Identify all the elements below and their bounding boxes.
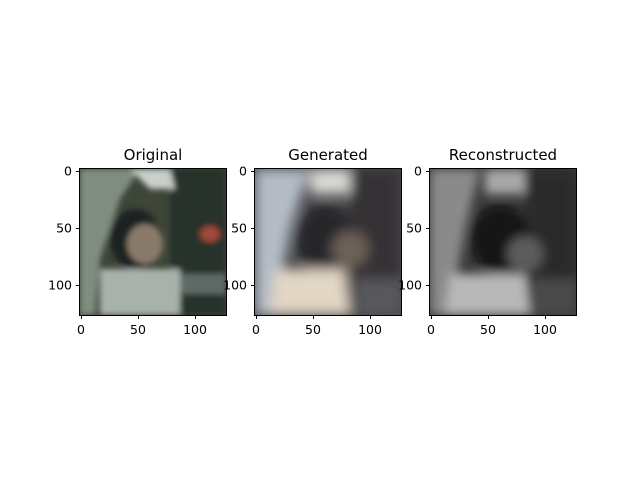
x-tick-label: 0 [252,322,260,337]
panel-title: Reconstructed [448,146,558,164]
x-tick [370,315,371,319]
panel-title: Generated [288,146,368,164]
x-tick [195,315,196,319]
x-tick-label: 100 [183,322,207,337]
y-tick-label: 100 [48,277,72,293]
generated-image [254,168,402,316]
y-tick [76,285,80,286]
y-tick-label: 100 [223,277,247,293]
original-image [79,168,227,316]
y-tick-label: 0 [64,163,72,179]
x-tick-label: 0 [77,322,85,337]
x-tick [313,315,314,319]
y-tick [426,171,430,172]
x-tick [431,315,432,319]
y-tick-label: 0 [239,163,247,179]
y-tick [251,171,255,172]
x-tick-label: 100 [533,322,557,337]
y-tick-label: 100 [398,277,422,293]
x-tick-label: 50 [305,322,321,337]
y-tick [251,285,255,286]
y-tick-label: 50 [231,220,247,236]
x-tick [488,315,489,319]
reconstructed-image [429,168,577,316]
y-tick-label: 0 [414,163,422,179]
x-tick [81,315,82,319]
x-tick [138,315,139,319]
y-tick [76,171,80,172]
y-tick-label: 50 [56,220,72,236]
x-tick-label: 50 [480,322,496,337]
x-tick [256,315,257,319]
y-tick [426,228,430,229]
panel-title: Original [123,146,183,164]
x-tick [545,315,546,319]
x-tick-label: 50 [130,322,146,337]
y-tick [251,228,255,229]
y-tick [426,285,430,286]
x-tick-label: 0 [427,322,435,337]
x-tick-label: 100 [358,322,382,337]
y-tick [76,228,80,229]
y-tick-label: 50 [406,220,422,236]
